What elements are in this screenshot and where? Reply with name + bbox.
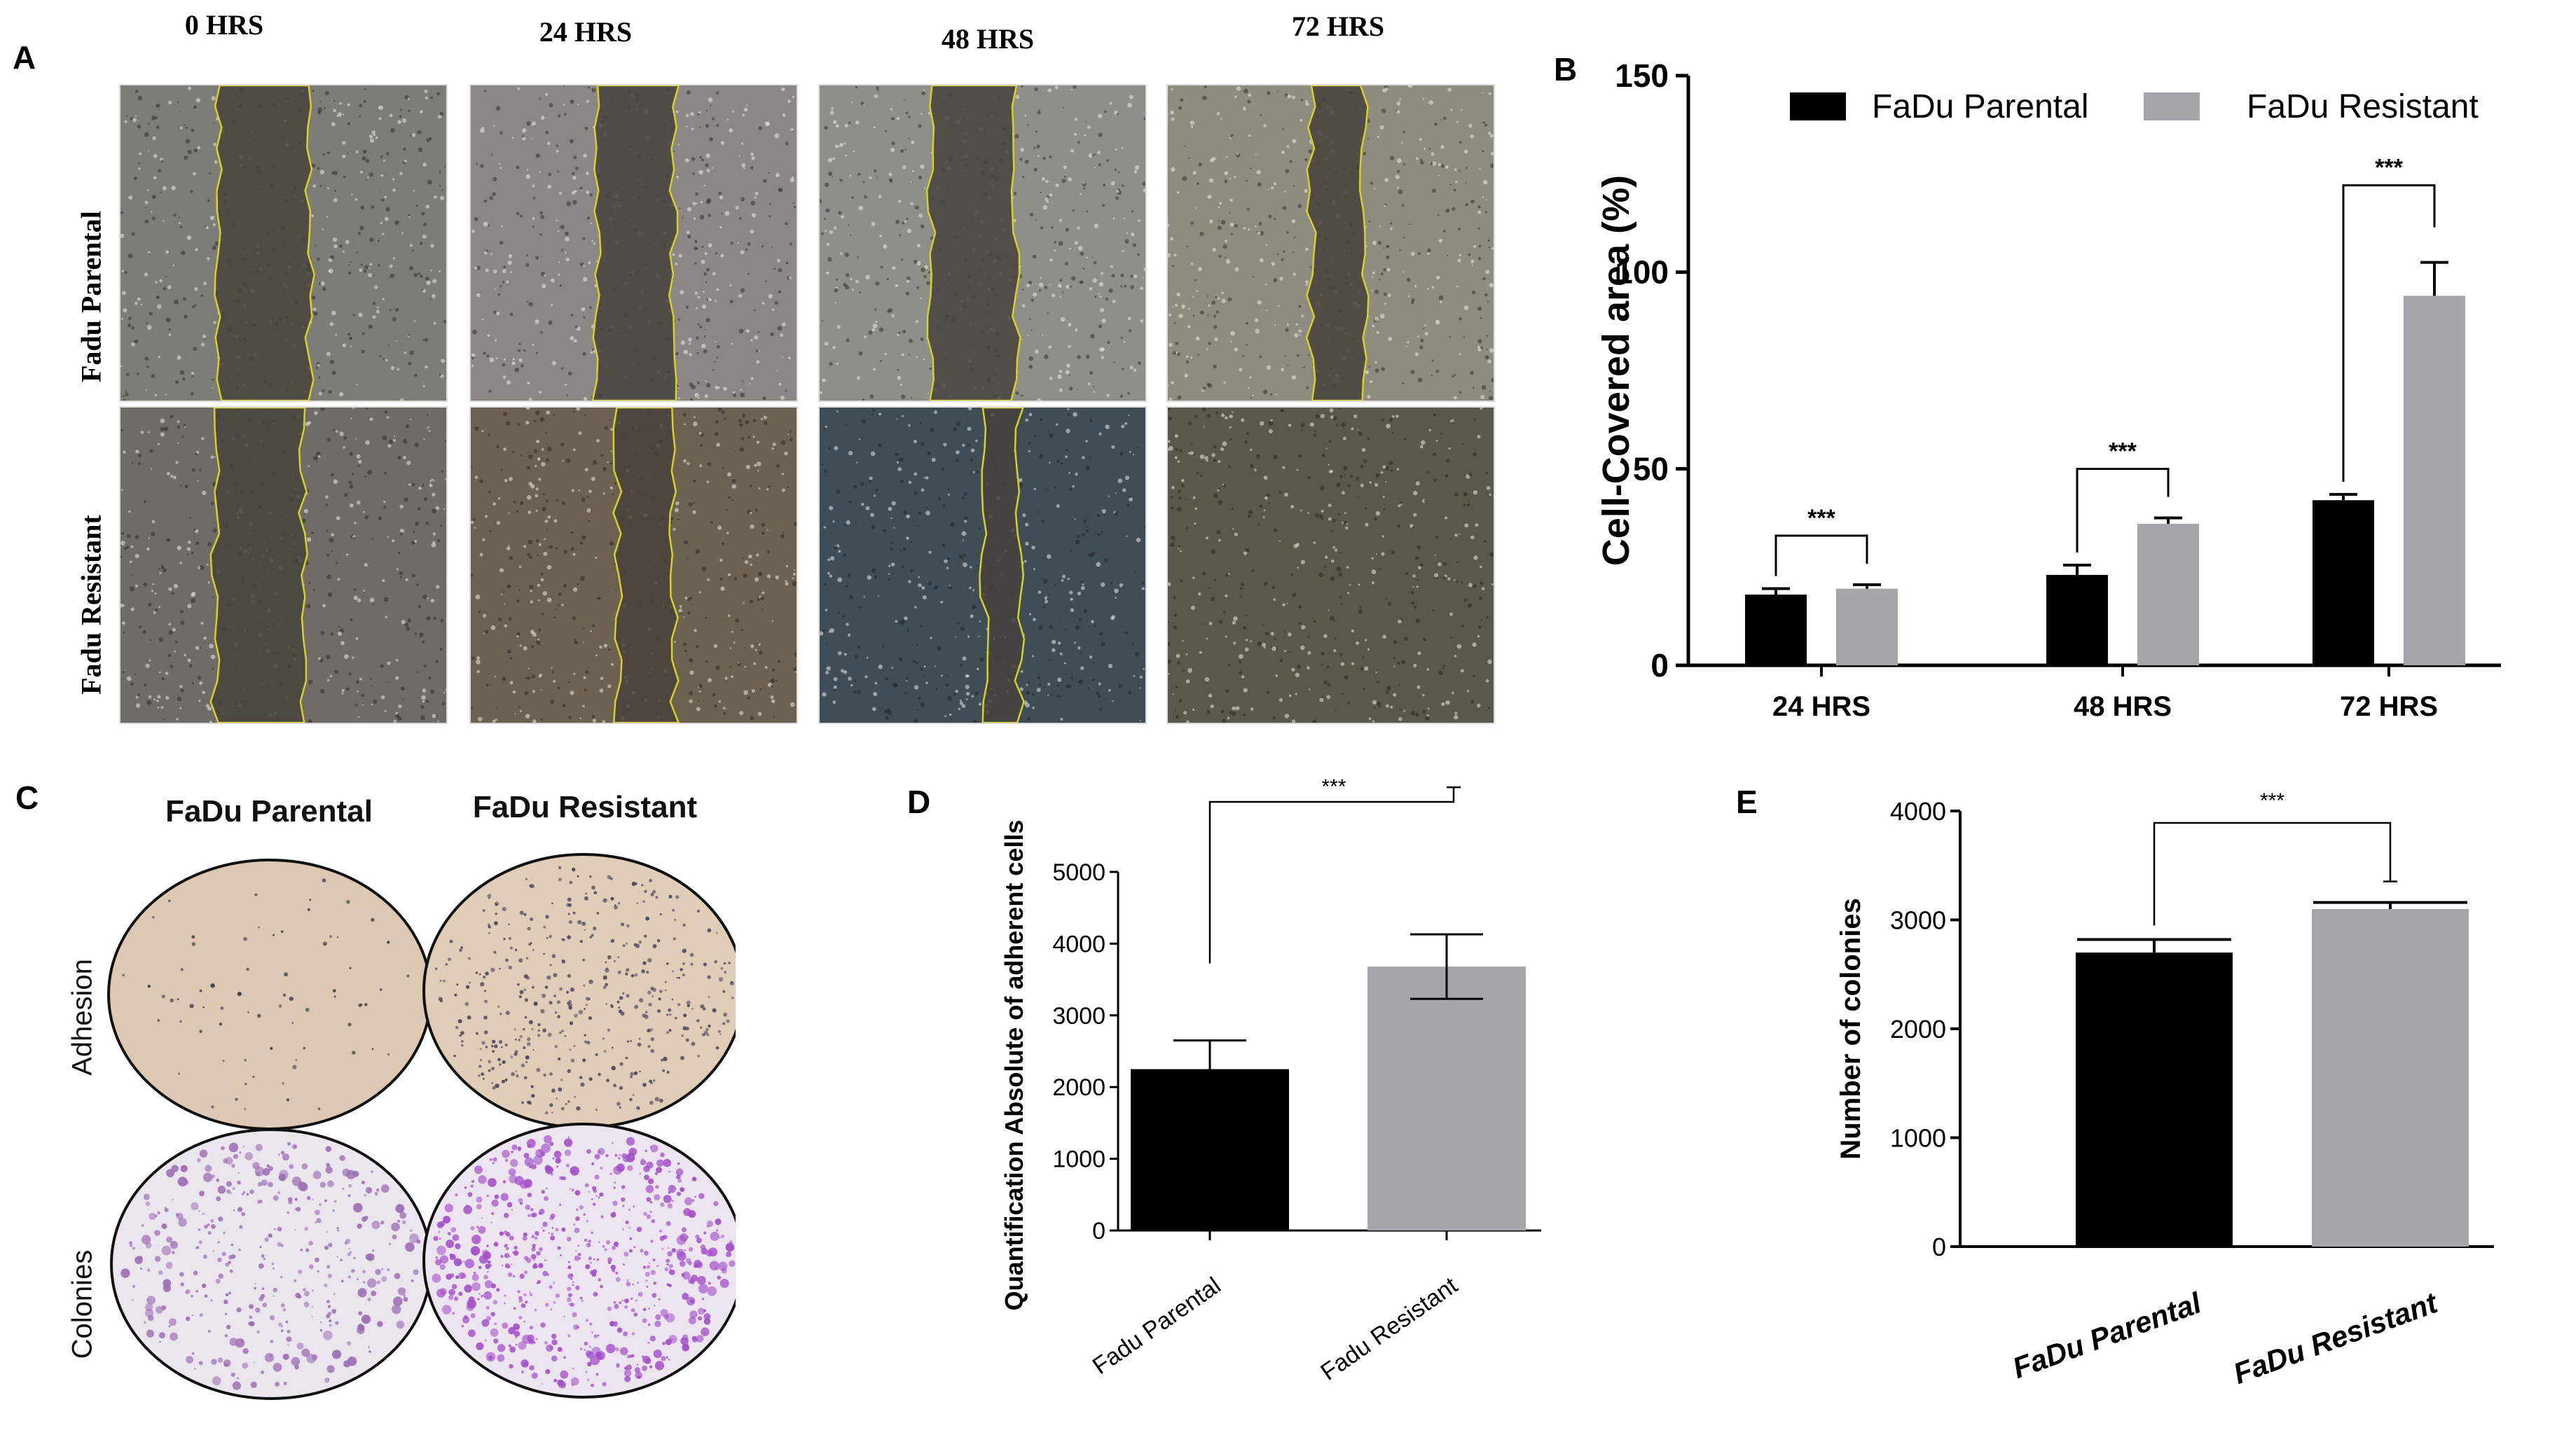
scratch-wound-area bbox=[209, 408, 308, 723]
x-tick-label: 72 HRS bbox=[2340, 691, 2438, 722]
x-tick-label: 24 HRS bbox=[1772, 691, 1870, 722]
micrograph-r0-c1 bbox=[469, 84, 798, 402]
y-axis-label: Cell-Covered area (%) bbox=[1597, 175, 1637, 566]
bar-parental bbox=[2046, 574, 2108, 665]
y-axis-label: Number of colonies bbox=[1835, 898, 1866, 1159]
time-label-24: 24 HRS bbox=[539, 16, 633, 48]
legend-label: FaDu Parental bbox=[1872, 88, 2089, 125]
y-tick-label: 3000 bbox=[1890, 906, 1946, 935]
bar-resistant bbox=[2137, 523, 2199, 665]
y-tick-label: 4000 bbox=[1052, 931, 1105, 957]
c-header-parental: FaDu Parental bbox=[165, 794, 373, 828]
legend-swatch bbox=[1790, 92, 1846, 120]
bar-parental bbox=[2076, 952, 2233, 1247]
scratch-wound-area bbox=[1305, 85, 1370, 401]
x-tick-label: Fadu Resistant bbox=[1316, 1272, 1463, 1386]
chart-d-adhesion: 0 1000 2000 3000 4000 5000 Quantification Abso… bbox=[1000, 775, 1541, 1386]
significance-bracket bbox=[1774, 534, 1868, 576]
y-tick-label: 5000 bbox=[1052, 859, 1105, 886]
scratch-wound-area bbox=[979, 408, 1026, 723]
significance-stars: *** bbox=[2109, 438, 2137, 465]
y-tick-label: 1000 bbox=[1890, 1124, 1946, 1153]
time-label-48: 48 HRS bbox=[941, 23, 1035, 55]
y-tick-label: 100 bbox=[1615, 254, 1669, 291]
scratch-wound-area bbox=[591, 85, 680, 401]
culture-dishes bbox=[107, 853, 736, 1400]
significance-stars: *** bbox=[2260, 789, 2284, 812]
scratch-wound-area bbox=[612, 408, 680, 723]
dish-plate bbox=[422, 1123, 736, 1399]
y-tick-label: 2000 bbox=[1052, 1074, 1105, 1101]
legend-label: FaDu Resistant bbox=[2247, 88, 2479, 125]
cell-texture bbox=[471, 408, 797, 723]
dish-colonies-resistant bbox=[422, 1123, 736, 1399]
micrograph-r1-c2 bbox=[818, 406, 1147, 724]
y-tick-label: 1000 bbox=[1052, 1146, 1105, 1173]
dish-colonies-parental bbox=[110, 1128, 432, 1400]
y-tick-label: 0 bbox=[1650, 647, 1669, 684]
dish-adhesion-resistant bbox=[422, 853, 736, 1129]
significance-bracket bbox=[2076, 468, 2170, 553]
scratch-wound-area bbox=[214, 85, 315, 401]
y-tick-label: 150 bbox=[1615, 57, 1669, 94]
row-label-resistant: Fadu Resistant bbox=[75, 515, 107, 695]
y-tick-label: 4000 bbox=[1890, 797, 1946, 826]
y-tick-label: 3000 bbox=[1052, 1003, 1105, 1029]
y-tick-label: 0 bbox=[1092, 1218, 1105, 1244]
legend-swatch bbox=[2144, 92, 2200, 120]
x-tick-label: FaDu Resistant bbox=[2229, 1286, 2443, 1390]
bar-resistant bbox=[2312, 908, 2469, 1247]
row-label-parental: Fadu Parental bbox=[75, 211, 107, 382]
bar-resistant bbox=[2404, 296, 2465, 665]
x-tick-label: FaDu Parental bbox=[2008, 1286, 2207, 1385]
c-header-resistant: FaDu Resistant bbox=[472, 790, 698, 824]
c-row-adhesion: Adhesion bbox=[67, 959, 98, 1076]
micrograph-r0-c3 bbox=[1166, 84, 1495, 402]
micrograph-r1-c0 bbox=[119, 406, 448, 724]
significance-stars: *** bbox=[1321, 775, 1346, 798]
micrograph-r0-c0 bbox=[119, 84, 448, 402]
chart-e-colonies: 0 1000 2000 3000 4000 Number of colonies FaDu … bbox=[1835, 789, 2494, 1390]
y-tick-label: 50 bbox=[1633, 450, 1669, 487]
panel-letter-c: C bbox=[15, 779, 39, 816]
x-tick-label: 48 HRS bbox=[2074, 691, 2172, 722]
y-tick-label: 0 bbox=[1932, 1233, 1946, 1261]
dish-plate bbox=[107, 859, 432, 1130]
panel-letter-e: E bbox=[1736, 784, 1758, 820]
y-tick-label: 2000 bbox=[1890, 1015, 1946, 1044]
bar-parental bbox=[2313, 500, 2374, 665]
significance-bracket bbox=[1208, 787, 1455, 964]
scratch-wound-area bbox=[925, 85, 1021, 401]
c-row-colonies: Colonies bbox=[67, 1249, 98, 1359]
chart-b-migration: 0 50 100 150 Cell-Covered area (%) 24 HRS *** 4… bbox=[1597, 57, 2501, 722]
panel-letter-a: A bbox=[13, 39, 36, 76]
panel-letter-b: B bbox=[1554, 51, 1578, 88]
panel-letter-d: D bbox=[907, 784, 931, 820]
y-axis-label: Quantification Absolute of adherent cell… bbox=[1000, 820, 1028, 1311]
bar-resistant bbox=[1836, 588, 1898, 665]
x-tick-label: Fadu Parental bbox=[1088, 1272, 1226, 1380]
micrograph-r1-c1 bbox=[469, 406, 798, 724]
significance-stars: *** bbox=[2375, 155, 2403, 181]
significance-bracket bbox=[2342, 184, 2436, 482]
significance-stars: *** bbox=[1807, 505, 1835, 532]
cell-texture bbox=[1168, 408, 1494, 723]
micrograph-r1-c3 bbox=[1166, 406, 1495, 724]
dish-plate bbox=[422, 853, 736, 1129]
time-label-0: 0 HRS bbox=[184, 9, 264, 41]
bar-parental bbox=[1745, 594, 1807, 665]
bar-resistant bbox=[1367, 966, 1526, 1230]
significance-bracket bbox=[2153, 821, 2392, 926]
dish-adhesion-parental bbox=[107, 859, 432, 1130]
micrograph-r0-c2 bbox=[818, 84, 1147, 402]
time-label-72: 72 HRS bbox=[1291, 11, 1385, 42]
